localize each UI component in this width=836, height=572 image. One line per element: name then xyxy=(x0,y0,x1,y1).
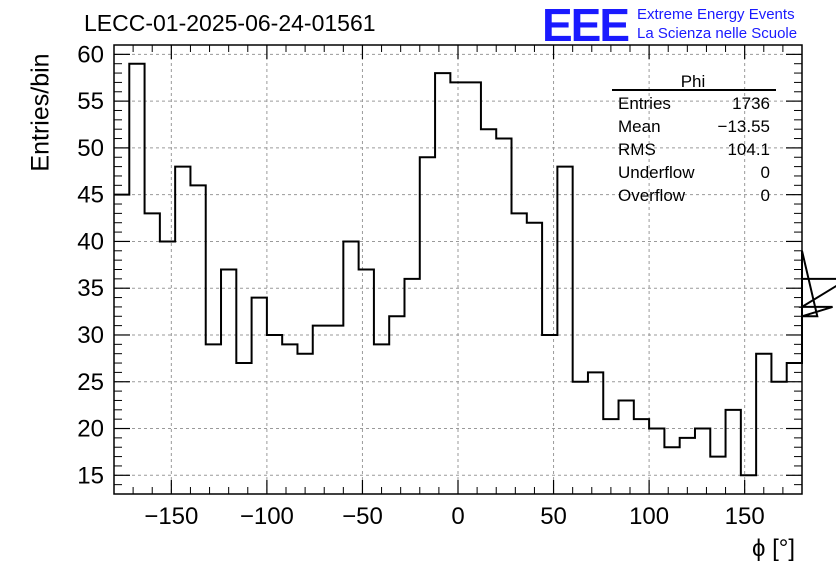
stats-box-title: Phi xyxy=(680,72,706,91)
y-tick-label: 25 xyxy=(77,369,104,396)
tick-labels: −150 −100 −50 0 50 100 150 15 20 25 30 35 40 45 50 55 60 xyxy=(77,41,764,530)
stat-overflow-value: 0 xyxy=(760,186,770,205)
x-tick-label: 0 xyxy=(451,503,464,530)
logo-line-1: Extreme Energy Events xyxy=(637,6,795,23)
stat-mean-value: −13.55 xyxy=(717,117,770,136)
y-tick-label: 55 xyxy=(77,88,104,115)
y-tick-label: 20 xyxy=(77,416,104,443)
axis-ticks xyxy=(113,44,803,495)
stat-mean-label: Mean xyxy=(618,117,661,136)
x-tick-label: −150 xyxy=(144,503,198,530)
stat-entries-value: 1736 xyxy=(732,94,770,113)
y-tick-label: 45 xyxy=(77,182,104,209)
stat-entries-label: Entries xyxy=(618,94,671,113)
y-tick-label: 15 xyxy=(77,462,104,489)
stat-overflow-label: Overflow xyxy=(618,186,686,205)
stats-box-rule xyxy=(612,89,776,91)
grid xyxy=(114,45,802,494)
stat-rms-value: 104.1 xyxy=(727,140,770,159)
x-tick-label: 150 xyxy=(725,503,765,530)
eee-logo: EEE xyxy=(542,0,630,51)
y-tick-label: 30 xyxy=(77,322,104,349)
y-tick-label: 60 xyxy=(77,41,104,68)
y-tick-label: 50 xyxy=(77,135,104,162)
x-tick-label: 100 xyxy=(629,503,669,530)
stat-underflow-value: 0 xyxy=(760,163,770,182)
stat-rms-label: RMS xyxy=(618,140,656,159)
y-axis-label: Entries/bin xyxy=(26,53,55,172)
x-tick-label: −100 xyxy=(240,503,294,530)
y-tick-label: 40 xyxy=(77,228,104,255)
x-tick-label: 50 xyxy=(540,503,567,530)
y-tick-label: 35 xyxy=(77,275,104,302)
stat-underflow-label: Underflow xyxy=(618,163,695,182)
x-tick-label: −50 xyxy=(342,503,383,530)
logo-line-2: La Scienza nelle Scuole xyxy=(637,25,798,42)
chart-title: LECC-01-2025-06-24-01561 xyxy=(84,10,376,36)
x-axis-label: ϕ [°] xyxy=(752,535,796,562)
histogram-line xyxy=(114,62,836,477)
